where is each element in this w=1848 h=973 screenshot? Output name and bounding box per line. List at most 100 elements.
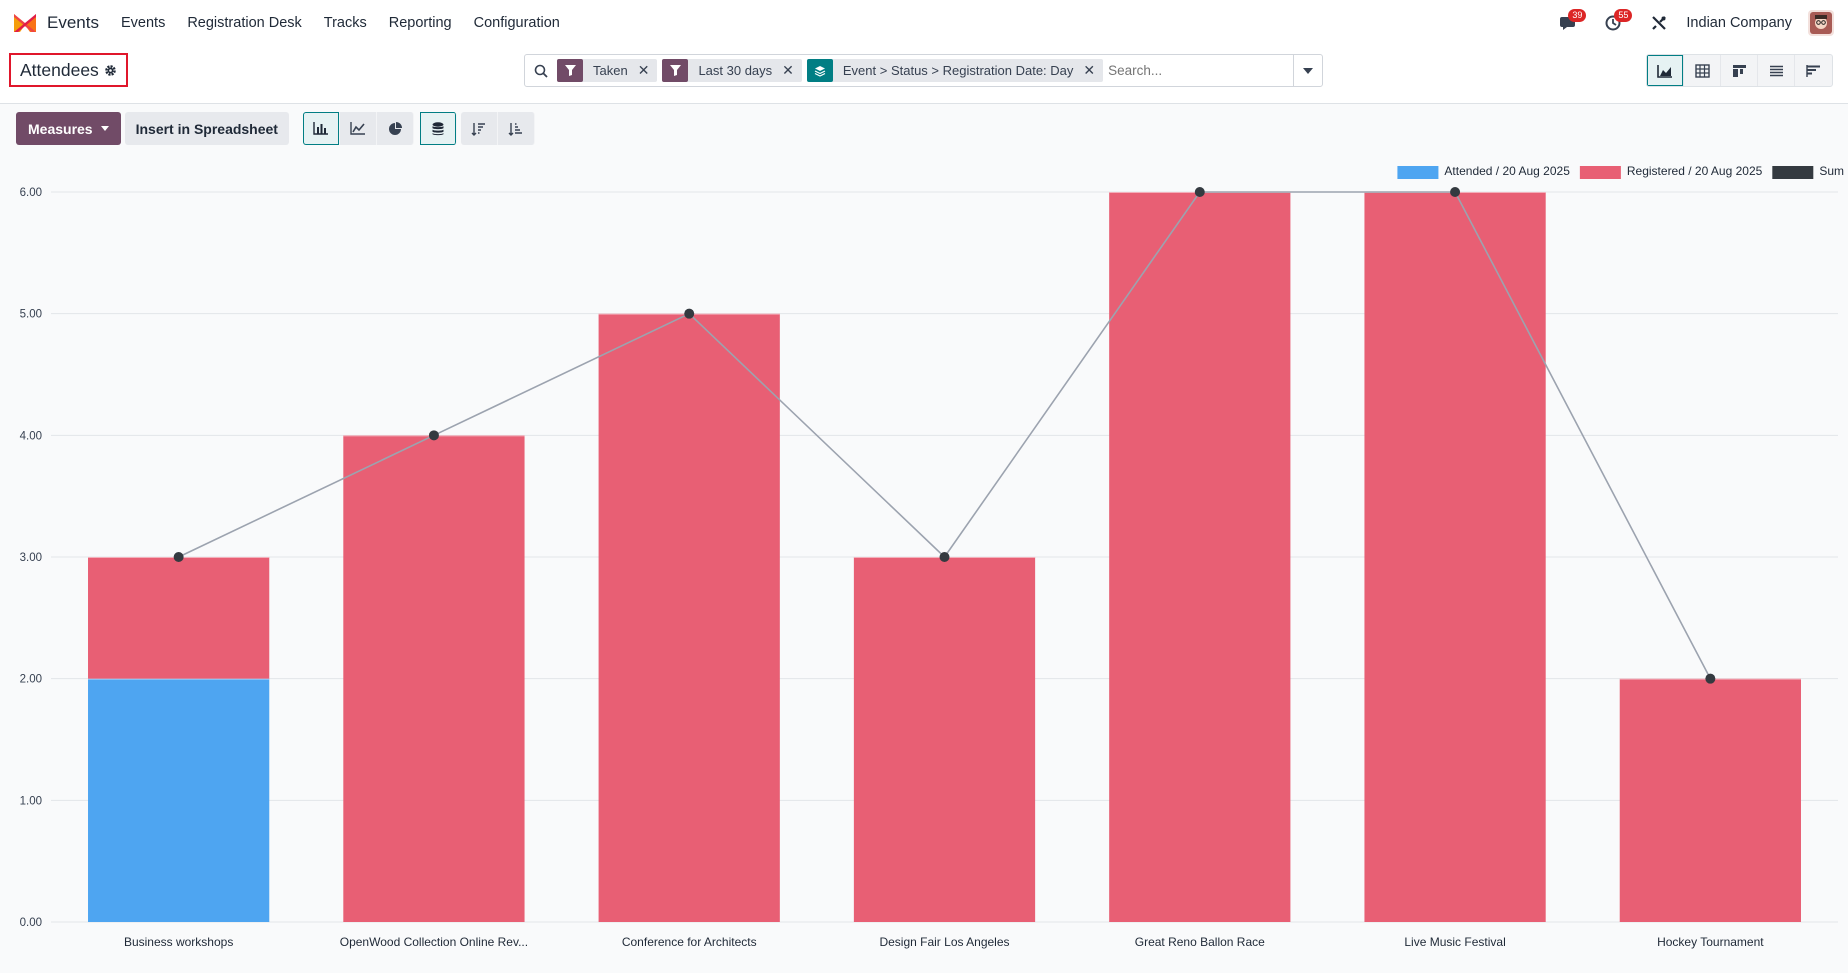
database-icon: [432, 121, 444, 135]
remove-facet-button[interactable]: ✕: [1083, 62, 1096, 78]
sort-descending-icon: [471, 122, 486, 136]
activities-badge: 55: [1614, 9, 1633, 22]
breadcrumb: Attendees: [9, 53, 128, 87]
caret-down-icon: [100, 126, 109, 131]
bar[interactable]: [343, 435, 525, 922]
stack-group: [419, 112, 457, 145]
filter-icon: [557, 59, 583, 82]
y-tick-label: 1.00: [20, 795, 42, 807]
messages-badge: 39: [1568, 9, 1587, 22]
bar[interactable]: [598, 313, 780, 922]
menu-configuration[interactable]: Configuration: [473, 15, 560, 31]
bar[interactable]: [1619, 678, 1801, 922]
view-switcher: [1646, 54, 1833, 87]
messaging-button[interactable]: 39: [1552, 8, 1587, 38]
kanban-view-icon: [1732, 64, 1746, 77]
tools-icon: [1652, 16, 1667, 30]
legend-swatch[interactable]: [1397, 166, 1439, 179]
graph-view-button[interactable]: [1647, 55, 1684, 86]
caret-down-icon: [1303, 67, 1313, 74]
sort-descending-button[interactable]: [460, 112, 498, 145]
y-tick-label: 5.00: [20, 309, 42, 321]
bar-chart: 0.00 1.00 2.00 3.00 4.00 5.00 6.00 Business wor…: [20, 164, 1844, 949]
legend-label: Registered / 20 Aug 2025: [1627, 164, 1763, 178]
sum-point[interactable]: [1705, 673, 1716, 684]
sum-point[interactable]: [1450, 187, 1461, 197]
bar[interactable]: [853, 557, 1036, 922]
facet-group-by: Event > Status > Registration Date: Day …: [806, 59, 1104, 82]
graph-toolbar: Measures Insert in Spreadsheet: [16, 112, 535, 145]
facet-last-30-days: Last 30 days ✕: [662, 59, 802, 82]
facet-label: Last 30 days: [698, 63, 773, 78]
menu-registration-desk[interactable]: Registration Desk: [187, 15, 302, 31]
app-brand[interactable]: Events: [12, 12, 99, 34]
x-tick-label: Live Music Festival: [1404, 935, 1505, 949]
bar-chart-icon: [313, 122, 329, 135]
search-bar: Taken ✕ Last 30 days ✕ Event > Status > …: [524, 54, 1323, 87]
y-tick-label: 6.00: [20, 187, 42, 199]
sum-point[interactable]: [428, 430, 439, 441]
sum-point[interactable]: [1194, 187, 1205, 197]
pivot-view-button[interactable]: [1684, 55, 1721, 86]
activities-button[interactable]: 55: [1598, 8, 1633, 38]
systray: 39 55 Indian Company: [1536, 0, 1834, 46]
y-tick-label: 2.00: [20, 674, 42, 686]
sort-group: [460, 112, 535, 145]
stacked-toggle-button[interactable]: [419, 112, 457, 145]
gear-icon[interactable]: [104, 64, 117, 77]
user-avatar[interactable]: [1808, 10, 1834, 36]
pie-chart-button[interactable]: [376, 112, 414, 145]
control-panel: Attendees Taken ✕ Last 30 days ✕: [0, 46, 1848, 104]
menu-reporting[interactable]: Reporting: [388, 15, 452, 31]
facet-taken: Taken ✕: [557, 59, 658, 82]
main-menu: Events Registration Desk Tracks Reportin…: [121, 15, 582, 31]
company-switcher[interactable]: Indian Company: [1686, 15, 1792, 31]
search-options-toggle[interactable]: [1293, 55, 1322, 86]
legend-label: Attended / 20 Aug 2025: [1444, 164, 1570, 178]
events-app-icon: [14, 14, 36, 32]
sum-point[interactable]: [684, 308, 695, 319]
chart-type-group: [302, 112, 414, 145]
measures-label: Measures: [28, 120, 93, 137]
y-tick-label: 3.00: [20, 552, 42, 564]
bar[interactable]: [1109, 192, 1291, 922]
gantt-view-button[interactable]: [1795, 55, 1832, 86]
line-chart-icon: [350, 122, 366, 135]
bar-chart-button[interactable]: [302, 112, 340, 145]
search-icon[interactable]: [525, 64, 557, 78]
list-view-button[interactable]: [1758, 55, 1795, 86]
x-tick-label: Business workshops: [124, 935, 233, 949]
filter-icon: [662, 59, 689, 82]
sum-point[interactable]: [173, 552, 184, 562]
measures-dropdown[interactable]: Measures: [16, 112, 121, 145]
bar[interactable]: [1364, 192, 1546, 922]
debug-tools-button[interactable]: [1644, 8, 1674, 38]
pie-chart-icon: [388, 121, 402, 135]
graph-container: 0.00 1.00 2.00 3.00 4.00 5.00 6.00 Business wor…: [0, 150, 1848, 968]
kanban-view-button[interactable]: [1721, 55, 1758, 86]
y-tick-label: 0.00: [20, 917, 42, 929]
legend-swatch[interactable]: [1772, 166, 1814, 179]
legend-swatch[interactable]: [1579, 166, 1621, 179]
remove-facet-button[interactable]: ✕: [782, 62, 794, 78]
group-by-icon: [806, 59, 833, 82]
bar[interactable]: [88, 678, 270, 922]
sort-ascending-icon: [508, 122, 523, 136]
sort-ascending-button[interactable]: [497, 112, 535, 145]
sum-point[interactable]: [939, 552, 950, 562]
remove-facet-button[interactable]: ✕: [637, 62, 650, 78]
page-title: Attendees: [20, 59, 99, 80]
pivot-view-icon: [1694, 63, 1710, 78]
bar[interactable]: [88, 557, 270, 679]
insert-in-spreadsheet-button[interactable]: Insert in Spreadsheet: [124, 112, 289, 145]
menu-tracks[interactable]: Tracks: [323, 15, 367, 31]
menu-events[interactable]: Events: [120, 15, 166, 31]
x-tick-label: Design Fair Los Angeles: [879, 935, 1009, 949]
search-input[interactable]: [1108, 63, 1293, 78]
facet-label: Taken: [593, 63, 628, 78]
legend-label: Sum: [1819, 164, 1844, 178]
app-name: Events: [47, 13, 99, 32]
list-view-icon: [1769, 65, 1783, 76]
gantt-view-icon: [1806, 64, 1820, 77]
line-chart-button[interactable]: [339, 112, 377, 145]
